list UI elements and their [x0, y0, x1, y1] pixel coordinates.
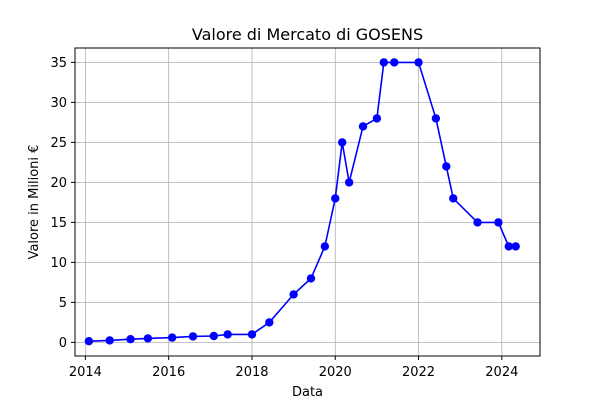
y-tick-label: 15 [50, 216, 67, 231]
x-tick-label: 2024 [485, 365, 518, 380]
data-point [431, 114, 441, 123]
data-point [379, 58, 389, 67]
data-point [167, 333, 177, 342]
data-point [338, 138, 347, 147]
data-point [358, 122, 368, 131]
data-point [344, 178, 354, 187]
data-point [265, 318, 274, 327]
data-point [105, 336, 114, 345]
data-point [504, 242, 513, 251]
x-tick-label: 2020 [319, 365, 352, 380]
data-point [494, 218, 503, 227]
y-tick-label: 35 [50, 56, 67, 71]
x-axis-label: Data [292, 385, 323, 400]
data-point [414, 58, 423, 67]
series-line [88, 61, 516, 342]
data-point [306, 274, 316, 283]
y-tick-label: 25 [50, 136, 67, 151]
data-point [449, 194, 458, 203]
data-point [331, 194, 340, 203]
series-layer [84, 58, 520, 346]
data-point [143, 334, 153, 343]
data-point [223, 330, 232, 339]
y-tick-label: 20 [50, 176, 67, 191]
data-point [126, 335, 135, 344]
plot-frame [74, 47, 541, 357]
data-point [372, 114, 382, 123]
data-point [511, 242, 520, 251]
tick-layer: 2014 2016 2018 2020 2022 2024 0 5 10 15 20 25 30 35 [50, 56, 518, 380]
y-tick-label: 0 [59, 336, 67, 351]
x-tick-label: 2022 [402, 365, 435, 380]
x-tick-label: 2014 [69, 365, 102, 380]
data-point [209, 331, 219, 341]
data-point [289, 290, 298, 299]
data-point [320, 242, 330, 251]
y-tick-label: 5 [59, 296, 67, 311]
data-point [442, 162, 451, 171]
data-point [390, 58, 399, 67]
x-tick-label: 2018 [235, 365, 268, 380]
data-point [188, 332, 198, 341]
chart-title: Valore di Mercato di GOSENS [192, 25, 423, 44]
y-tick-label: 10 [50, 256, 67, 271]
data-point [473, 218, 482, 227]
grid-layer [75, 48, 540, 356]
y-tick-label: 30 [50, 96, 67, 111]
y-axis-label: Valore in Milioni € [27, 145, 42, 260]
x-tick-label: 2016 [152, 365, 185, 380]
data-point [84, 337, 94, 346]
data-point [247, 330, 257, 339]
